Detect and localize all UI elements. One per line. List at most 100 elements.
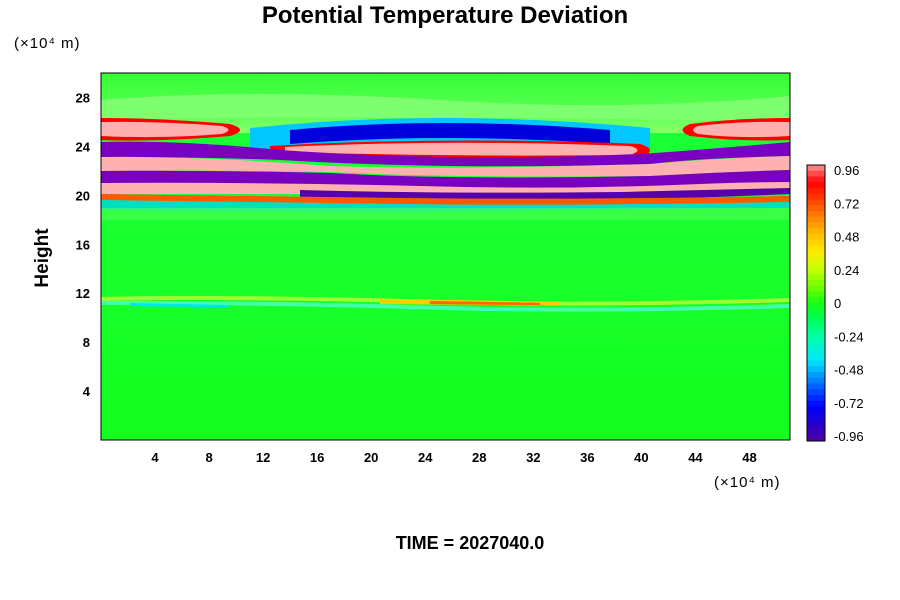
colorbar-cell: [807, 400, 825, 407]
y-axis-unit: (×10⁴ m): [14, 35, 81, 52]
y-tick-label: 20: [76, 188, 90, 203]
colorbar-cell: [807, 326, 825, 333]
x-tick-label: 40: [634, 450, 648, 465]
colorbar-cell: [807, 406, 825, 413]
colorbar-cell: [807, 343, 825, 350]
y-axis-label: Height: [32, 228, 53, 288]
field-band-tropopause-cyan-left: [130, 303, 230, 307]
field-band-pink-2: [101, 156, 790, 177]
colorbar-cell: [807, 418, 825, 425]
colorbar-cell: [807, 228, 825, 235]
colorbar-cell: [807, 211, 825, 218]
colorbar-cell: [807, 297, 825, 304]
colorbar-cell: [807, 239, 825, 246]
x-tick-label: 32: [526, 450, 540, 465]
x-tick-label: 20: [364, 450, 378, 465]
colorbar-cell: [807, 274, 825, 281]
field-band-pink-left: [101, 121, 229, 138]
colorbar-cell: [807, 285, 825, 292]
colorbar-tick-label: -0.24: [834, 329, 864, 344]
colorbar-cell: [807, 423, 825, 430]
colorbar: [807, 165, 825, 442]
colorbar-cell: [807, 412, 825, 419]
field-band-blue-top: [290, 123, 610, 144]
x-tick-label: 28: [472, 450, 486, 465]
x-tick-label: 44: [688, 450, 703, 465]
colorbar-cell: [807, 170, 825, 177]
colorbar-cell: [807, 251, 825, 258]
y-axis-ticks: 4 8 12 16 20 24 28: [76, 90, 91, 399]
chart-title: Potential Temperature Deviation: [262, 2, 628, 29]
field-band-lower-halo: [101, 208, 790, 220]
x-tick-label: 4: [151, 450, 159, 465]
colorbar-cell: [807, 234, 825, 241]
colorbar-cell: [807, 216, 825, 223]
plot-frame: [100, 72, 791, 441]
colorbar-cell: [807, 372, 825, 379]
colorbar-cell: [807, 193, 825, 200]
colorbar-tick-label: 0.48: [834, 230, 859, 245]
colorbar-tick-label: -0.48: [834, 363, 864, 378]
colorbar-cell: [807, 354, 825, 361]
y-tick-label: 16: [76, 237, 90, 252]
colorbar-cell: [807, 245, 825, 252]
time-label: TIME = 2027040.0: [396, 533, 545, 553]
y-tick-label: 12: [76, 286, 90, 301]
field-band-tropopause-cyan: [101, 300, 790, 312]
x-tick-label: 24: [418, 450, 433, 465]
field-band-pink-right: [693, 121, 790, 138]
colorbar-tick-label: 0: [834, 296, 841, 311]
x-tick-label: 16: [310, 450, 324, 465]
x-tick-label: 8: [205, 450, 212, 465]
colorbar-cell: [807, 320, 825, 327]
colorbar-cell: [807, 262, 825, 269]
x-axis-ticks: 4 8 12 16 20 24 28 32 36 40 44 48: [151, 450, 756, 465]
heatmap-field: [101, 73, 790, 440]
colorbar-cell: [807, 314, 825, 321]
y-tick-label: 4: [83, 384, 91, 399]
field-band-pink-mid: [285, 142, 638, 156]
colorbar-cell: [807, 337, 825, 344]
colorbar-cell: [807, 222, 825, 229]
colorbar-cell: [807, 165, 825, 172]
x-tick-label: 12: [256, 450, 270, 465]
field-band-upper-halo: [101, 94, 790, 122]
colorbar-cell: [807, 257, 825, 264]
colorbar-frame: [806, 164, 826, 442]
colorbar-cell: [807, 377, 825, 384]
colorbar-cell: [807, 435, 825, 442]
x-tick-label: 36: [580, 450, 594, 465]
colorbar-cell: [807, 349, 825, 356]
colorbar-tick-label: -0.72: [834, 396, 864, 411]
field-band-tropopause-red: [430, 301, 540, 305]
y-tick-label: 8: [83, 335, 90, 350]
colorbar-cell: [807, 389, 825, 396]
colorbar-cell: [807, 176, 825, 183]
colorbar-tick-label: 0.72: [834, 196, 859, 211]
colorbar-cell: [807, 360, 825, 367]
colorbar-cell: [807, 205, 825, 212]
colorbar-cell: [807, 182, 825, 189]
colorbar-cell: [807, 291, 825, 298]
colorbar-cell: [807, 199, 825, 206]
colorbar-cell: [807, 308, 825, 315]
colorbar-cell: [807, 429, 825, 436]
colorbar-cell: [807, 280, 825, 287]
colorbar-cell: [807, 188, 825, 195]
colorbar-cell: [807, 366, 825, 373]
x-axis-unit: (×10⁴ m): [714, 474, 781, 491]
colorbar-tick-label: -0.96: [834, 429, 864, 444]
x-tick-label: 48: [742, 450, 756, 465]
field-band-pink-3: [101, 182, 790, 195]
colorbar-tick-label: 0.24: [834, 263, 859, 278]
colorbar-tick-label: 0.96: [834, 163, 859, 178]
colorbar-cell: [807, 268, 825, 275]
field-band-purple-1: [101, 141, 790, 167]
y-tick-label: 28: [76, 90, 90, 105]
colorbar-ticks: 0.96 0.72 0.48 0.24 0 -0.24 -0.48 -0.72 -0.96: [834, 163, 864, 444]
y-tick-label: 24: [76, 139, 91, 154]
colorbar-cell: [807, 395, 825, 402]
colorbar-cell: [807, 303, 825, 310]
colorbar-cell: [807, 331, 825, 338]
